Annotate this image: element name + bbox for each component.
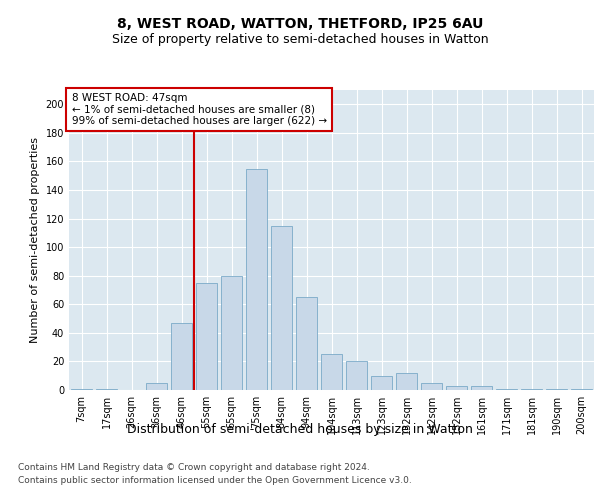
- Bar: [571, 388, 592, 390]
- Bar: [246, 168, 267, 390]
- Text: 8 WEST ROAD: 47sqm
← 1% of semi-detached houses are smaller (8)
99% of semi-deta: 8 WEST ROAD: 47sqm ← 1% of semi-detached…: [71, 93, 327, 126]
- Bar: [171, 323, 192, 390]
- Bar: [71, 388, 92, 390]
- Text: Contains HM Land Registry data © Crown copyright and database right 2024.: Contains HM Land Registry data © Crown c…: [18, 462, 370, 471]
- Bar: [221, 276, 242, 390]
- Bar: [346, 362, 367, 390]
- Bar: [296, 297, 317, 390]
- Y-axis label: Number of semi-detached properties: Number of semi-detached properties: [30, 137, 40, 343]
- Bar: [271, 226, 292, 390]
- Bar: [396, 373, 417, 390]
- Bar: [496, 388, 517, 390]
- Bar: [471, 386, 492, 390]
- Bar: [196, 283, 217, 390]
- Bar: [521, 388, 542, 390]
- Text: 8, WEST ROAD, WATTON, THETFORD, IP25 6AU: 8, WEST ROAD, WATTON, THETFORD, IP25 6AU: [117, 18, 483, 32]
- Bar: [96, 388, 117, 390]
- Text: Contains public sector information licensed under the Open Government Licence v3: Contains public sector information licen…: [18, 476, 412, 485]
- Bar: [371, 376, 392, 390]
- Bar: [421, 383, 442, 390]
- Bar: [146, 383, 167, 390]
- Bar: [446, 386, 467, 390]
- Bar: [321, 354, 342, 390]
- Bar: [546, 388, 567, 390]
- Text: Size of property relative to semi-detached houses in Watton: Size of property relative to semi-detach…: [112, 32, 488, 46]
- Text: Distribution of semi-detached houses by size in Watton: Distribution of semi-detached houses by …: [127, 422, 473, 436]
